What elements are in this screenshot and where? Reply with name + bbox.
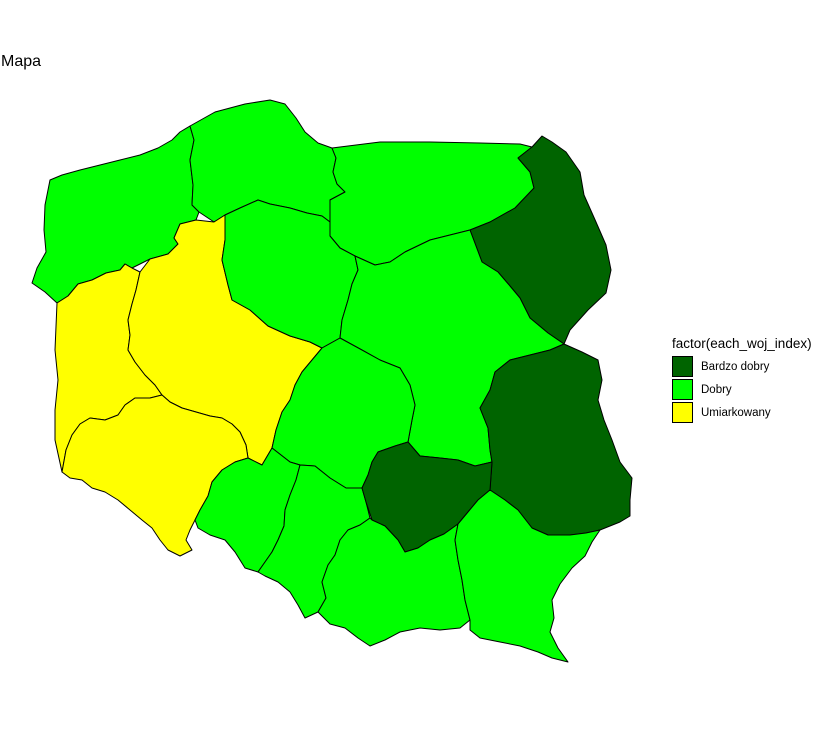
legend-item-bardzo-dobry: Bardzo dobry (672, 355, 812, 378)
region-malopolskie[interactable] (317, 517, 471, 647)
legend: factor(each_woj_index) Bardzo dobry Dobr… (672, 336, 812, 424)
region-podkarpackie[interactable] (454, 489, 601, 663)
legend-swatch-dobry (672, 379, 693, 400)
legend-title: factor(each_woj_index) (672, 336, 812, 351)
legend-label-umiarkowany: Umiarkowany (701, 406, 771, 419)
map-title: Mapa (1, 53, 42, 70)
legend-swatch-bardzo-dobry (672, 356, 693, 377)
legend-label-dobry: Dobry (701, 383, 732, 396)
legend-swatch-umiarkowany (672, 402, 693, 423)
legend-item-umiarkowany: Umiarkowany (672, 401, 812, 424)
legend-label-bardzo-dobry: Bardzo dobry (701, 360, 770, 373)
legend-item-dobry: Dobry (672, 378, 812, 401)
